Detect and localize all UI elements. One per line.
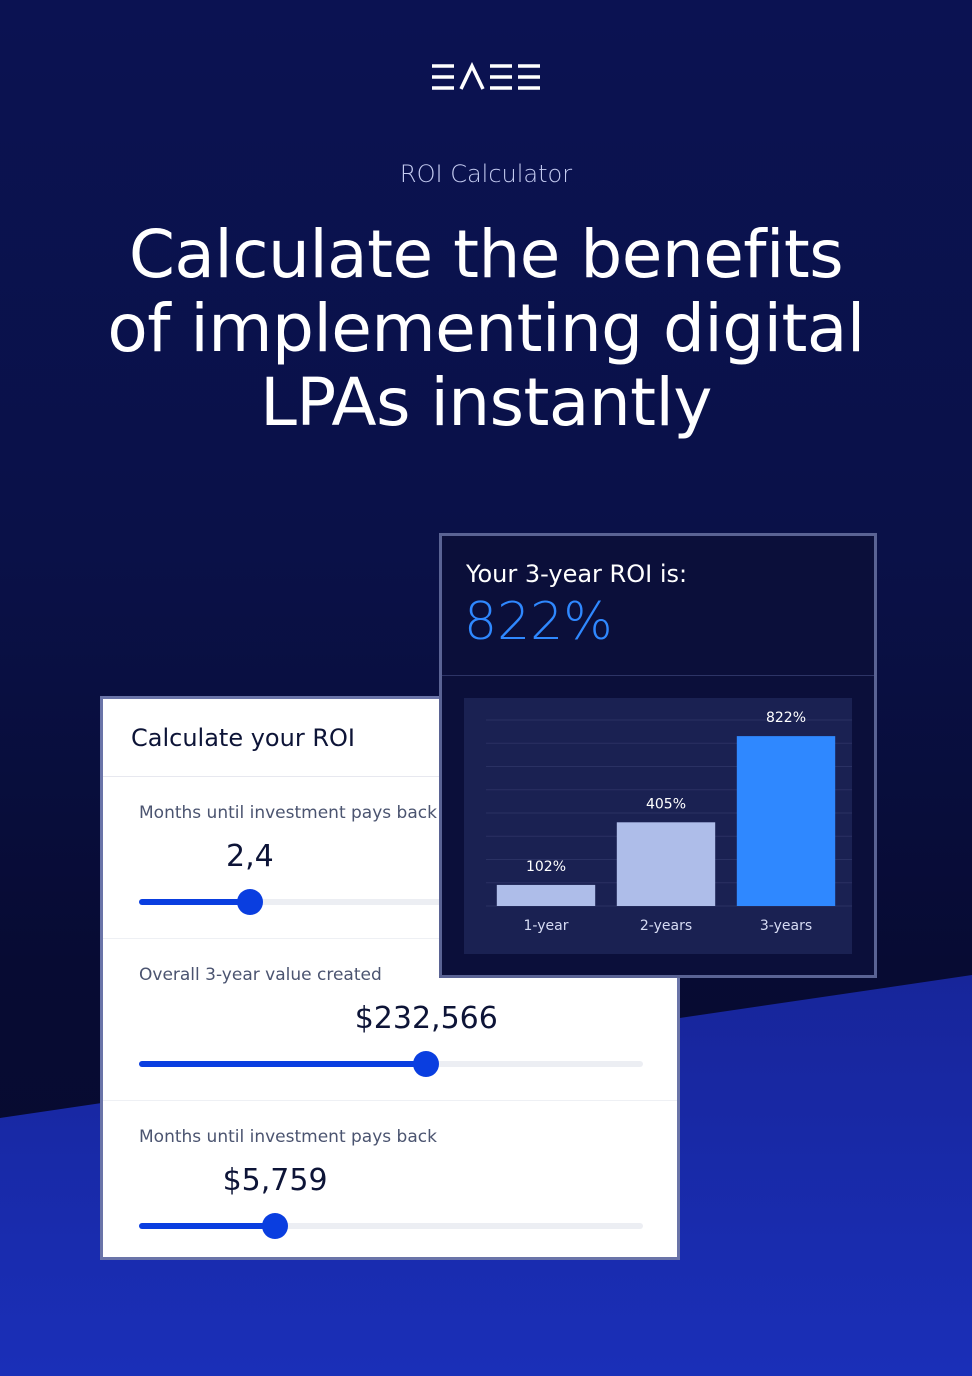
slider-thumb[interactable] (413, 1051, 440, 1077)
slider-track[interactable] (139, 1051, 643, 1077)
chart-bar (496, 884, 596, 906)
roi-label: Your 3-year ROI is: (466, 560, 688, 588)
ease-logo[interactable] (0, 61, 972, 97)
value-created-field: Overall 3-year value created $232,566 (103, 939, 677, 1101)
roi-bar-chart-svg: 102% 1-year 405% 2-years 822% 3-years (486, 710, 852, 934)
payback-months-field: Months until investment pays back 2,4 (103, 777, 677, 939)
roi-header: Your 3-year ROI is: 822% (442, 536, 874, 676)
headline-line: LPAs instantly (260, 364, 712, 441)
slider-fill (139, 899, 250, 905)
chart-bar (736, 736, 836, 906)
slider-track[interactable] (139, 889, 643, 915)
slider-track[interactable] (139, 1213, 643, 1239)
roi-bar-chart: 102% 1-year 405% 2-years 822% 3-years (464, 698, 852, 954)
roi-result-panel: Your 3-year ROI is: 822% 102% 1-year 405% 2… (439, 533, 877, 978)
field-label: Months until investment pays back (139, 803, 437, 823)
slider-fill (139, 1061, 427, 1067)
chart-data-label: 102% (526, 859, 566, 875)
field-label: Overall 3-year value created (139, 965, 382, 985)
slider-thumb[interactable] (236, 889, 263, 915)
slider-thumb[interactable] (262, 1213, 289, 1239)
page-title: Calculate the benefits of implementing d… (40, 218, 932, 440)
chart-category-label: 2-years (640, 918, 692, 934)
slider-fill (139, 1223, 276, 1229)
chart-bar (616, 822, 716, 906)
eyebrow-label: ROI Calculator (399, 160, 573, 188)
calculator-header: Calculate your ROI (103, 699, 677, 777)
payback-amount-field: Months until investment pays back $5,759 (103, 1101, 677, 1262)
field-value: $5,759 (222, 1163, 328, 1198)
roi-value: 822% (464, 592, 613, 652)
field-value: $232,566 (354, 1001, 498, 1036)
chart-data-label: 405% (646, 796, 686, 812)
ease-logo-icon (432, 61, 540, 90)
field-value: 2,4 (226, 839, 274, 874)
chart-data-label: 822% (766, 710, 806, 726)
calculator-title: Calculate your ROI (131, 723, 355, 752)
chart-category-label: 1-year (524, 918, 569, 934)
headline-line: Calculate the benefits (128, 216, 844, 293)
headline-line: of implementing digital (107, 290, 865, 367)
chart-category-label: 3-years (760, 918, 812, 934)
field-label: Months until investment pays back (139, 1127, 437, 1147)
